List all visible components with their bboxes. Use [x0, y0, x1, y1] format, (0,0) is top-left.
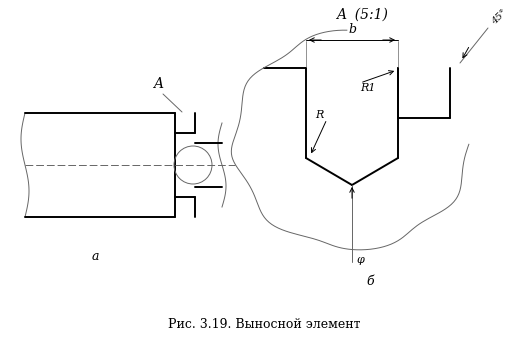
Text: A  (5:1): A (5:1) — [336, 8, 388, 22]
Text: a: a — [91, 250, 99, 263]
Text: 45°: 45° — [490, 7, 509, 26]
Text: R: R — [316, 110, 324, 120]
Text: Рис. 3.19. Выносной элемент: Рис. 3.19. Выносной элемент — [168, 318, 360, 331]
Text: A: A — [153, 77, 163, 91]
Text: φ: φ — [356, 255, 364, 265]
Text: R1: R1 — [360, 83, 376, 93]
Text: b: b — [348, 23, 356, 36]
Text: б: б — [366, 275, 374, 288]
